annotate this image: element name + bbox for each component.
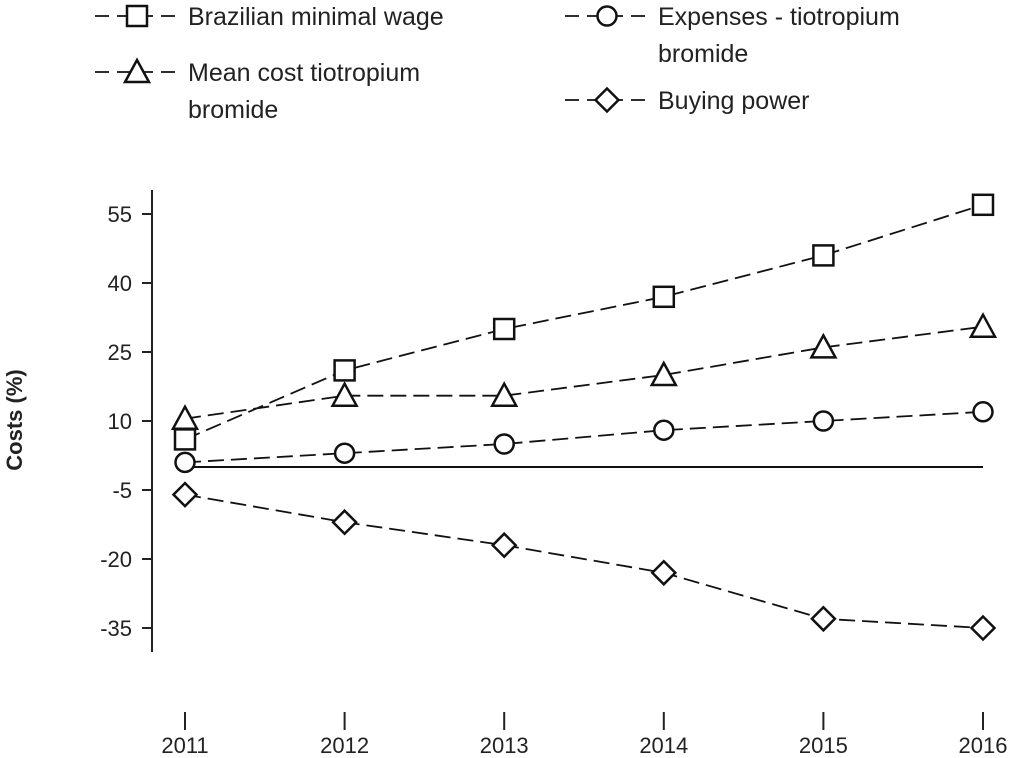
series-diamond — [171, 481, 997, 642]
data-point-diamond — [650, 559, 678, 587]
data-point-diamond — [810, 605, 837, 633]
legend-marker-triangle — [122, 57, 152, 84]
data-point-diamond — [490, 531, 518, 559]
x-tick-label: 2013 — [480, 733, 529, 758]
series-line — [184, 203, 984, 441]
y-axis-ticks: 55 40 25 10 -5 -20 -35 — [100, 202, 152, 641]
series-group — [170, 193, 998, 642]
data-point-diamond — [331, 508, 358, 536]
x-tick-label: 2016 — [959, 733, 1008, 758]
legend-label-line2: bromide — [658, 40, 748, 68]
series-square — [173, 193, 995, 451]
data-point-square — [812, 244, 835, 267]
legend-label: Expenses - tiotropium — [658, 3, 900, 31]
data-point-square — [652, 285, 676, 309]
data-point-square — [971, 193, 995, 217]
x-tick-label: 2011 — [161, 733, 208, 758]
x-axis-ticks: 2011 2012 2013 2014 2015 2016 — [161, 712, 1007, 758]
data-point-triangle — [330, 381, 359, 407]
legend-label: Mean cost tiotropium — [188, 59, 420, 87]
legend-item: Brazilian minimal wage — [95, 3, 444, 31]
series-circle — [174, 401, 994, 474]
y-tick-label: 40 — [108, 271, 132, 296]
legend-label-line2: bromide — [188, 96, 278, 124]
data-point-square — [173, 428, 197, 451]
legend-item: Mean cost tiotropium bromide — [95, 57, 420, 124]
x-tick-label: 2012 — [320, 733, 369, 758]
data-point-circle — [493, 433, 515, 455]
y-tick-label: -35 — [100, 616, 132, 641]
y-tick-label: -20 — [100, 547, 132, 572]
legend-marker-square — [125, 4, 149, 28]
data-point-triangle — [809, 332, 838, 359]
legend-marker-diamond — [593, 86, 621, 114]
y-tick-label: -5 — [112, 478, 132, 503]
data-point-circle — [333, 442, 356, 464]
data-point-triangle — [649, 360, 678, 387]
data-point-triangle — [968, 312, 998, 338]
data-point-circle — [972, 401, 994, 423]
data-point-square — [492, 317, 516, 341]
legend-label: Buying power — [658, 87, 809, 115]
data-point-diamond — [171, 481, 199, 508]
legend-item: Buying power — [565, 86, 809, 115]
legend: Brazilian minimal wage Expenses - tiotrop… — [95, 3, 900, 124]
y-tick-label: 55 — [108, 202, 132, 227]
legend-item: Expenses - tiotropium bromide — [565, 3, 900, 68]
y-axis-label: Costs (%) — [2, 369, 27, 470]
data-point-square — [333, 359, 356, 382]
series-line — [184, 325, 984, 420]
data-point-circle — [812, 410, 835, 432]
legend-marker-circle — [596, 5, 618, 27]
data-point-triangle — [490, 381, 519, 407]
series-line — [184, 410, 984, 464]
y-tick-label: 10 — [108, 409, 132, 434]
y-tick-label: 25 — [108, 340, 132, 365]
x-tick-label: 2015 — [799, 733, 848, 758]
series-line — [184, 493, 984, 629]
legend-label: Brazilian minimal wage — [188, 3, 444, 31]
data-point-triangle — [170, 404, 200, 430]
series-triangle — [170, 312, 998, 430]
data-point-diamond — [969, 614, 997, 642]
data-point-circle — [653, 419, 675, 441]
x-tick-label: 2014 — [639, 733, 688, 758]
data-point-circle — [174, 451, 196, 474]
